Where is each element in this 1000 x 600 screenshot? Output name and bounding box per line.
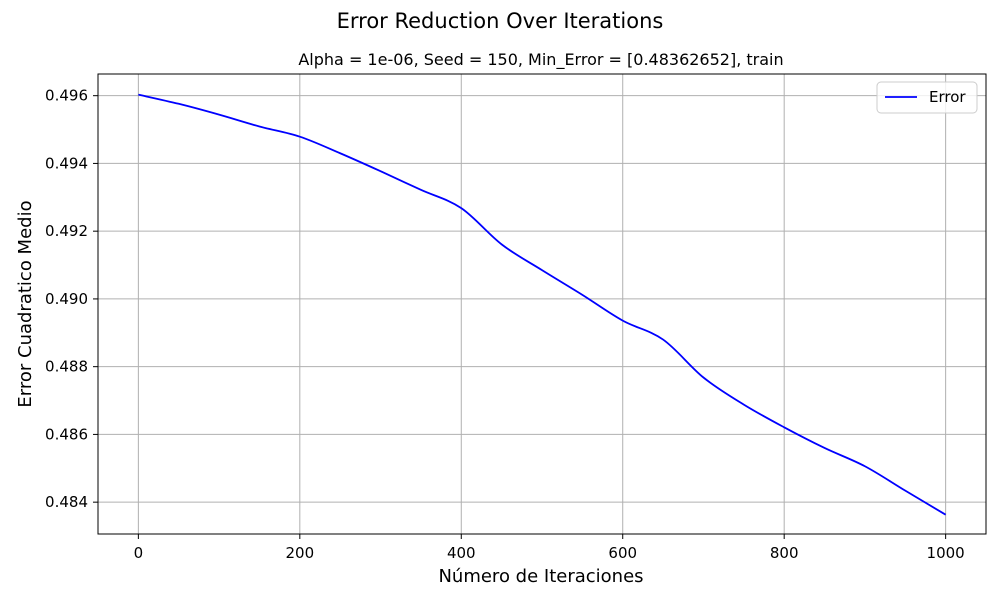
y-tick-label: 0.486 — [45, 425, 88, 443]
x-axis-label: Número de Iteraciones — [438, 566, 643, 587]
axis-ticks: 0 200 400 600 800 1000 0.484 0.486 0.488 0.490 0.4… — [45, 87, 965, 562]
legend-box — [876, 81, 978, 114]
y-tick-label: 0.492 — [45, 222, 88, 240]
x-tick-label: 200 — [285, 544, 314, 562]
x-tick-label: 0 — [134, 544, 144, 562]
x-tick-label: 1000 — [927, 544, 965, 562]
series-line-error — [138, 93, 947, 516]
y-tick-label: 0.490 — [45, 290, 88, 308]
y-tick-label: 0.488 — [45, 358, 88, 376]
legend-label: Error — [929, 88, 966, 106]
chart-title: Alpha = 1e-06, Seed = 150, Min_Error = [… — [298, 50, 783, 70]
plot-frame — [97, 73, 987, 535]
grid-lines — [98, 74, 986, 534]
y-tick-label: 0.494 — [45, 154, 88, 172]
x-tick-label: 400 — [447, 544, 476, 562]
y-tick-label: 0.484 — [45, 493, 88, 511]
y-tick-label: 0.496 — [45, 87, 88, 105]
chart-suptitle: Error Reduction Over Iterations — [337, 9, 664, 33]
x-tick-label: 800 — [770, 544, 799, 562]
y-axis-label: Error Cuadratico Medio — [15, 200, 36, 407]
legend: Error — [876, 81, 978, 114]
x-tick-label: 600 — [608, 544, 637, 562]
series-layer — [138, 93, 947, 516]
